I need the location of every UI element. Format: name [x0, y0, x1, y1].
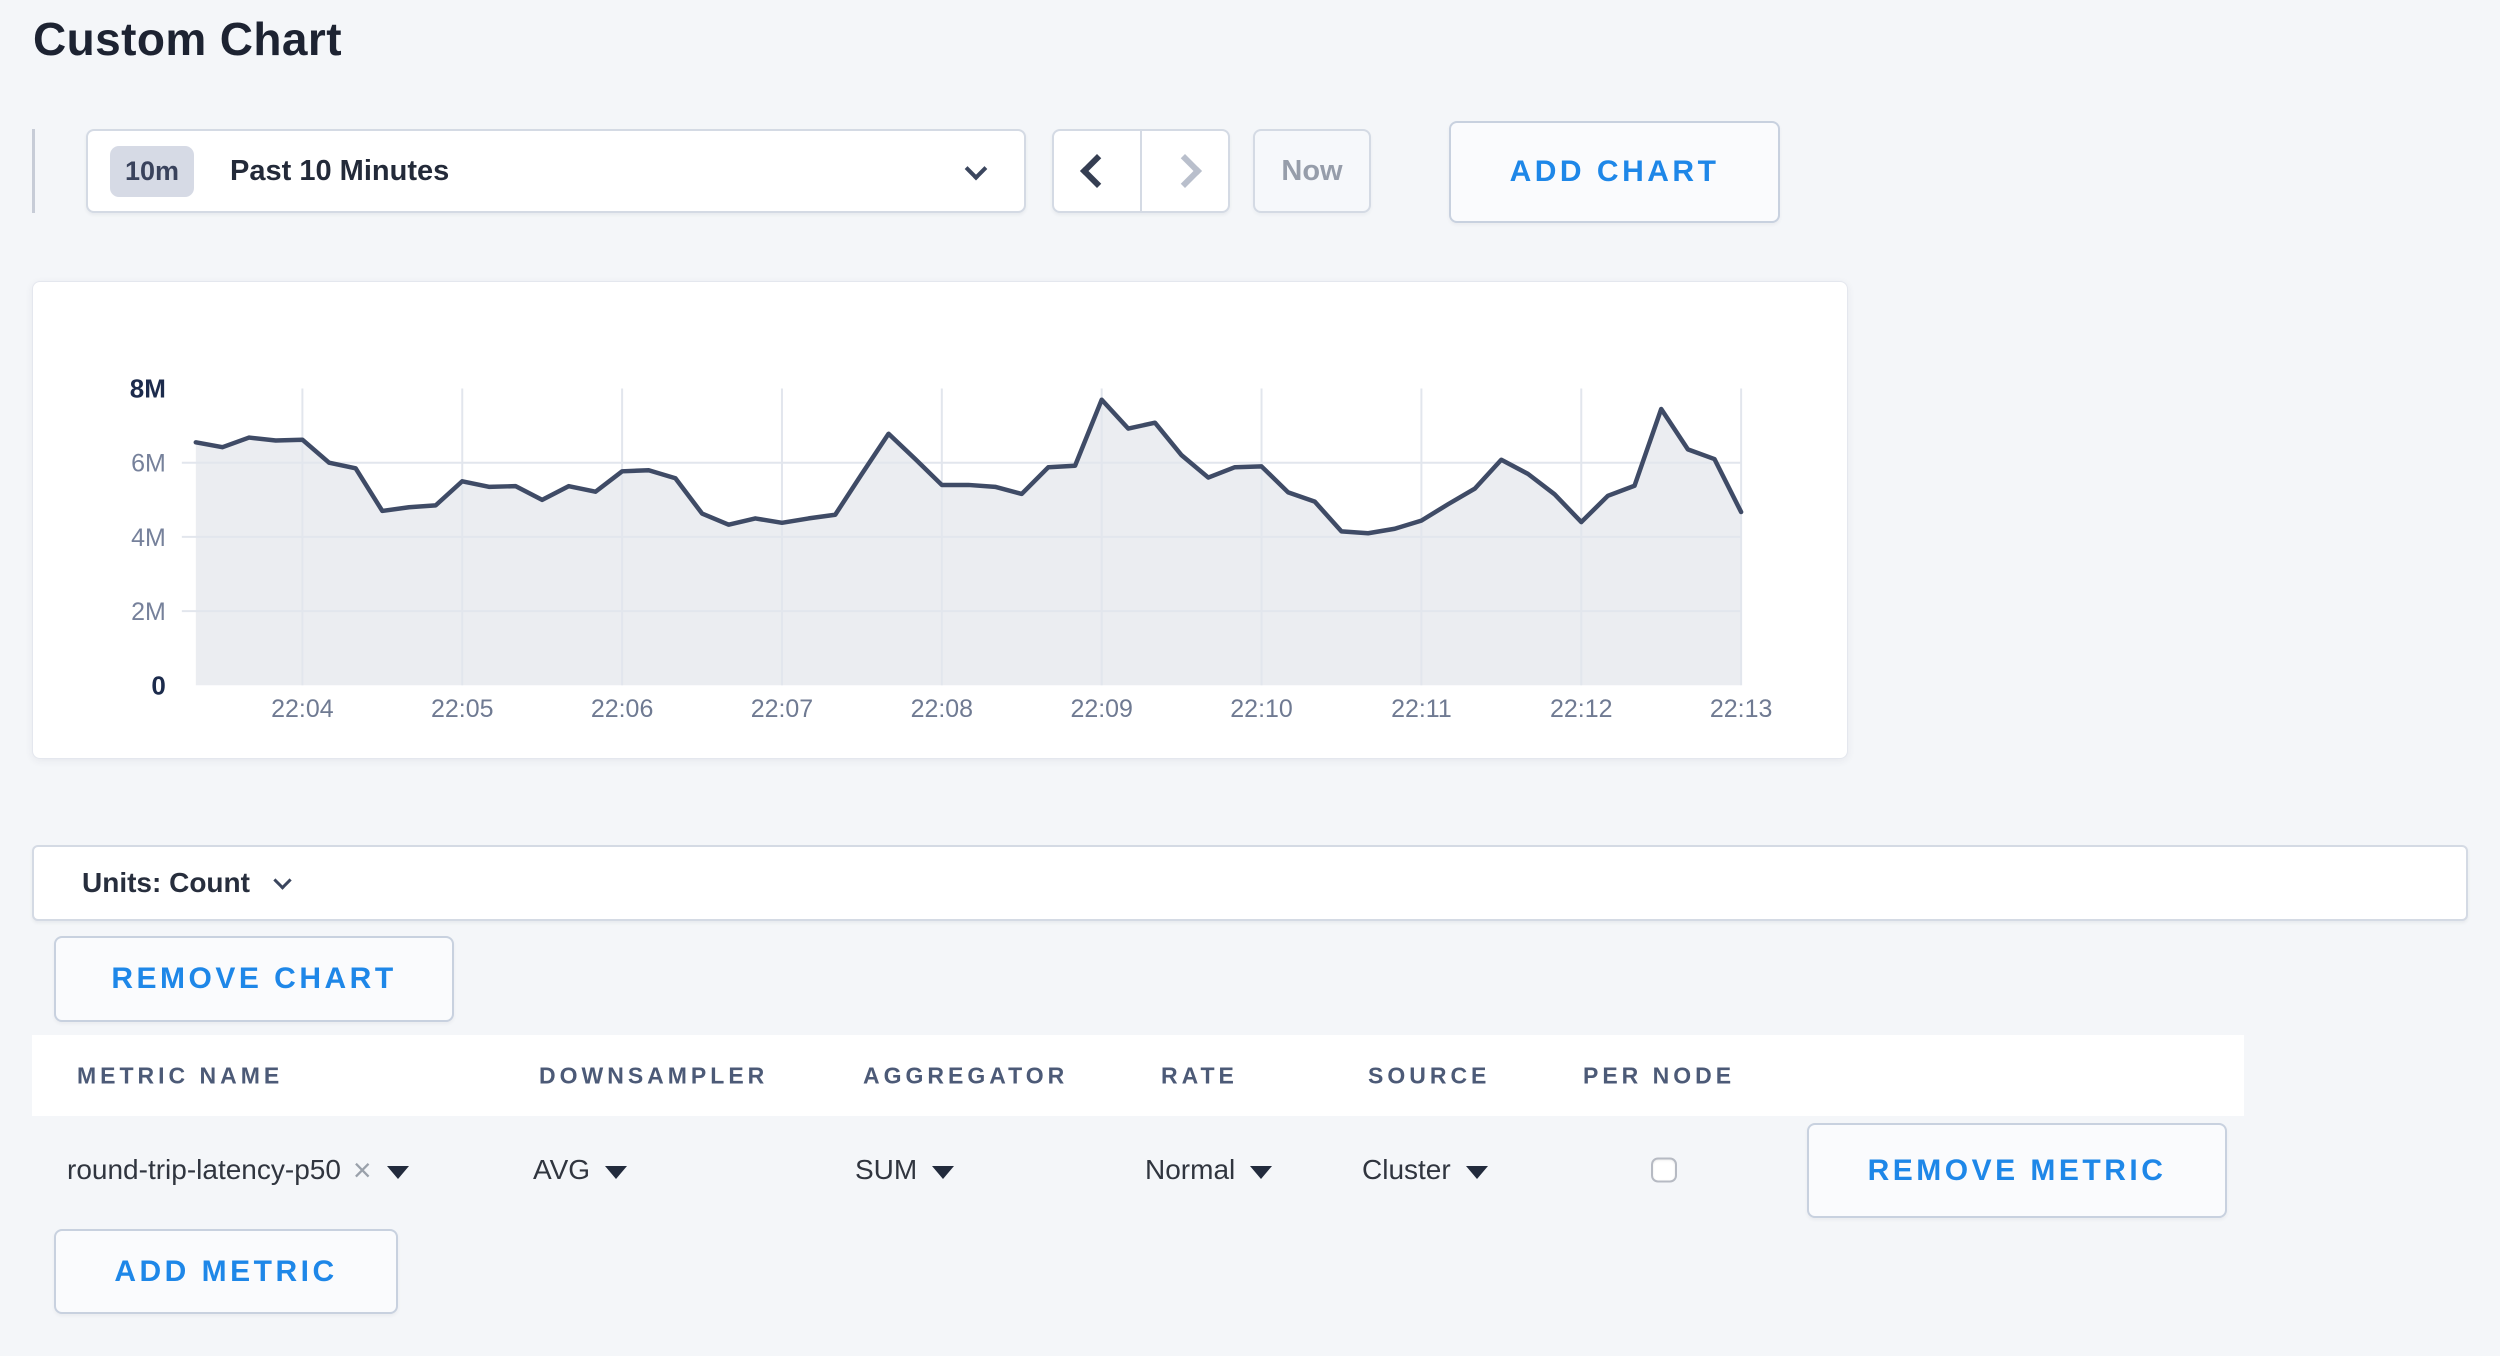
units-label: Units: Count	[82, 867, 250, 898]
column-header-source: SOURCE	[1368, 1062, 1491, 1088]
add-chart-button[interactable]: ADD CHART	[1449, 121, 1780, 223]
remove-chart-button[interactable]: REMOVE CHART	[54, 936, 454, 1022]
source-value: Cluster	[1362, 1154, 1451, 1185]
metric-name-value: round-trip-latency-p50	[67, 1154, 341, 1185]
svg-text:22:05: 22:05	[431, 695, 493, 723]
svg-text:2M: 2M	[131, 598, 166, 626]
svg-text:22:10: 22:10	[1230, 695, 1292, 723]
per-node-checkbox[interactable]	[1651, 1157, 1677, 1183]
page-title: Custom Chart	[33, 13, 342, 65]
time-range-dropdown[interactable]: 10m Past 10 Minutes	[86, 129, 1026, 213]
time-nav-group	[1052, 129, 1230, 213]
svg-text:6M: 6M	[131, 450, 166, 478]
aggregator-value: SUM	[855, 1154, 918, 1185]
svg-text:22:08: 22:08	[911, 695, 973, 723]
aggregator-select[interactable]: SUM	[855, 1154, 955, 1186]
column-header-aggregator: AGGREGATOR	[863, 1062, 1069, 1088]
time-range-badge: 10m	[110, 145, 195, 197]
time-range-label: Past 10 Minutes	[230, 154, 450, 187]
remove-metric-button[interactable]: REMOVE METRIC	[1807, 1123, 2227, 1218]
downsampler-select[interactable]: AVG	[533, 1154, 628, 1186]
triangle-down-icon	[1465, 1165, 1488, 1179]
svg-text:22:04: 22:04	[271, 695, 334, 723]
column-header-downsampler: DOWNSAMPLER	[539, 1062, 769, 1088]
rate-value: Normal	[1145, 1154, 1236, 1185]
triangle-down-icon	[932, 1165, 955, 1179]
svg-text:8M: 8M	[130, 376, 166, 404]
source-select[interactable]: Cluster	[1362, 1154, 1488, 1186]
chevron-right-icon	[1168, 154, 1202, 188]
metric-table-header: METRIC NAME DOWNSAMPLER AGGREGATOR RATE …	[32, 1035, 2244, 1116]
triangle-down-icon	[605, 1165, 628, 1179]
units-dropdown[interactable]: Units: Count	[32, 845, 2468, 921]
add-metric-button[interactable]: ADD METRIC	[54, 1229, 398, 1314]
svg-text:22:13: 22:13	[1710, 695, 1772, 723]
next-timeframe-button[interactable]	[1140, 131, 1228, 211]
metric-name-select[interactable]: round-trip-latency-p50 ×	[67, 1154, 409, 1186]
svg-text:4M: 4M	[131, 524, 166, 552]
svg-text:0: 0	[151, 672, 165, 700]
svg-text:22:07: 22:07	[751, 695, 813, 723]
svg-text:22:09: 22:09	[1070, 695, 1132, 723]
chevron-left-icon	[1080, 154, 1114, 188]
per-node-cell	[1651, 1157, 1677, 1183]
chevron-down-icon	[964, 157, 988, 181]
chevron-down-icon	[273, 870, 292, 890]
chart-area: 8M 6M 4M 2M 0 22:04 22:05 22:06 22:07 22:08 22:09 2…	[33, 282, 1847, 758]
svg-text:22:12: 22:12	[1550, 695, 1612, 723]
triangle-down-icon	[386, 1165, 409, 1179]
now-button[interactable]: Now	[1253, 129, 1371, 213]
svg-text:22:06: 22:06	[591, 695, 653, 723]
metric-table-row: round-trip-latency-p50 × AVG SUM Normal …	[32, 1116, 2468, 1224]
chart-card: 8M 6M 4M 2M 0 22:04 22:05 22:06 22:07 22:08 22:09 2…	[32, 281, 1848, 759]
rate-select[interactable]: Normal	[1145, 1154, 1273, 1186]
time-selector-divider	[32, 129, 35, 213]
svg-text:22:11: 22:11	[1391, 695, 1452, 723]
downsampler-value: AVG	[533, 1154, 591, 1185]
prev-timeframe-button[interactable]	[1054, 131, 1140, 211]
clear-metric-icon[interactable]: ×	[352, 1152, 372, 1188]
triangle-down-icon	[1250, 1165, 1273, 1179]
column-header-metric-name: METRIC NAME	[77, 1062, 284, 1088]
column-header-rate: RATE	[1161, 1062, 1238, 1088]
column-header-per-node: PER NODE	[1583, 1062, 1736, 1088]
